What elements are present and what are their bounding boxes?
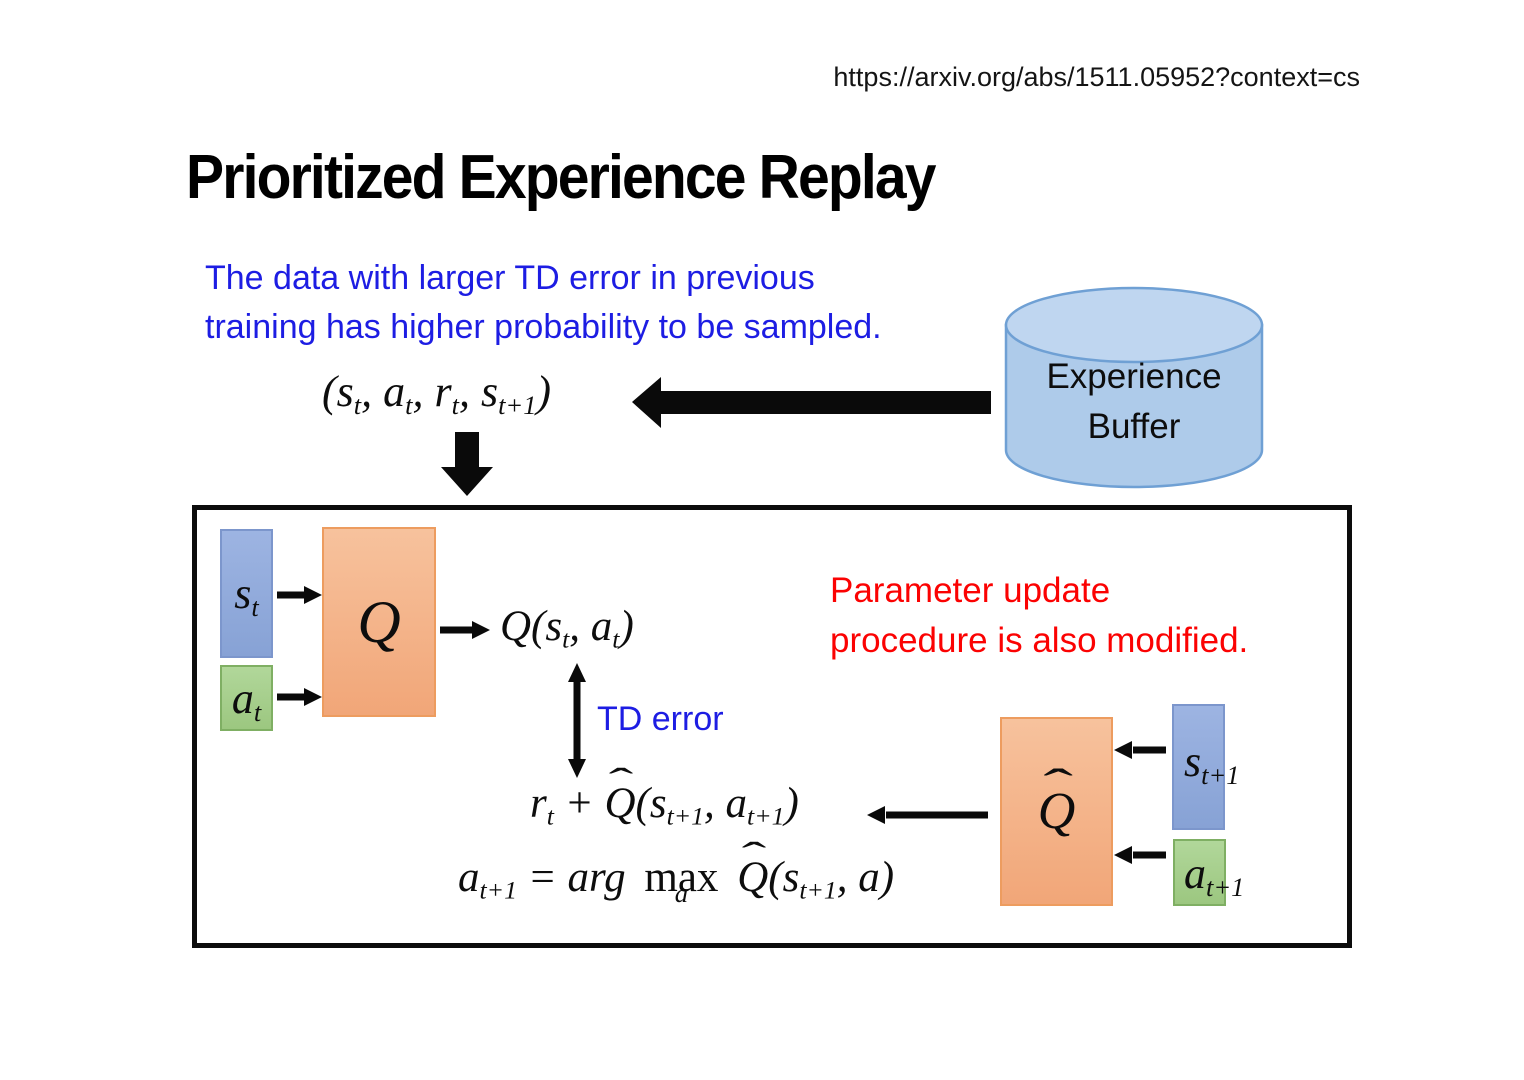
action-label: at <box>231 673 262 727</box>
sampling-note-line1: The data with larger TD error in previou… <box>205 259 815 297</box>
source-url: https://arxiv.org/abs/1511.05952?context… <box>833 62 1360 92</box>
tuple-to-box-down-arrow <box>441 432 493 496</box>
q-output-math: Q(st, at) <box>500 603 634 654</box>
buffer-to-tuple-arrow <box>632 377 991 428</box>
state-label: st <box>234 569 259 622</box>
buffer-cylinder-top <box>1004 286 1264 364</box>
next-action-label: at+1 <box>1184 849 1245 902</box>
experience-buffer-label: Experience Buffer <box>1006 352 1262 452</box>
parameter-update-note: Parameter update procedure is also modif… <box>830 566 1248 666</box>
state-input-node: st <box>220 529 273 658</box>
q-network-label: Q <box>357 588 401 655</box>
page-title: Prioritized Experience Replay <box>186 143 937 212</box>
experience-buffer-label-line2: Buffer <box>1087 407 1181 446</box>
parameter-update-note-line2: procedure is also modified. <box>830 621 1249 660</box>
sampling-note: The data with larger TD error in previou… <box>205 254 882 352</box>
target-value-math: rt + ˆ Q(st+1, at+1) <box>530 761 799 831</box>
experience-buffer-label-line1: Experience <box>1046 357 1222 396</box>
td-error-label: TD error <box>597 700 724 738</box>
q-network-node: Q <box>322 527 436 717</box>
next-action-input-node <box>1173 839 1226 906</box>
sampling-note-line2: training has higher probability to be sa… <box>205 308 882 346</box>
next-state-input-node <box>1172 704 1225 830</box>
parameter-update-note-line1: Parameter update <box>830 571 1111 610</box>
network-update-box <box>192 505 1352 948</box>
argmax-equation-math: at+1 = arg max a ˆ Q(st+1, a) <box>458 835 895 908</box>
transition-tuple-math: (st, at, rt, st+1) <box>322 367 552 420</box>
next-state-label: st+1 <box>1184 737 1240 790</box>
action-input-node: at <box>220 665 273 731</box>
